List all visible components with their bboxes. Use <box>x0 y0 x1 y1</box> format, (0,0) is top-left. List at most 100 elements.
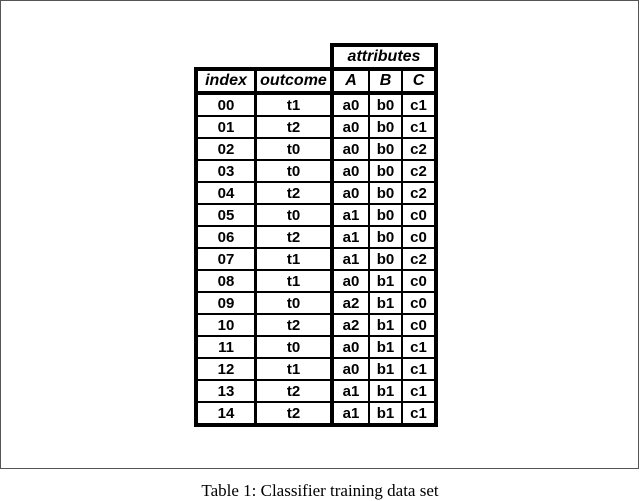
outcome-cell: t0 <box>254 137 333 161</box>
outcome-cell: t2 <box>254 401 333 427</box>
b-cell: b0 <box>368 92 403 117</box>
index-cell: 00 <box>194 92 257 117</box>
outcome-cell: t1 <box>254 269 333 293</box>
b-cell: b1 <box>368 335 403 359</box>
b-cell: b0 <box>368 225 403 249</box>
figure-frame <box>0 0 639 469</box>
outcome-cell: t2 <box>254 181 333 205</box>
c-cell: c1 <box>401 379 438 403</box>
a-cell: a0 <box>330 269 370 293</box>
table-row: 07 t1 a1 b0 c2 <box>194 247 438 271</box>
a-cell: a0 <box>330 159 370 183</box>
index-cell: 04 <box>194 181 257 205</box>
index-cell: 05 <box>194 203 257 227</box>
b-cell: b0 <box>368 137 403 161</box>
c-cell: c1 <box>401 115 438 139</box>
column-header-outcome: outcome <box>254 67 333 95</box>
outcome-cell: t1 <box>254 247 333 271</box>
a-cell: a0 <box>330 137 370 161</box>
attributes-group-header: attributes <box>330 43 438 70</box>
b-cell: b1 <box>368 313 403 337</box>
b-cell: b0 <box>368 203 403 227</box>
c-cell: c2 <box>401 159 438 183</box>
outcome-cell: t2 <box>254 225 333 249</box>
a-cell: a1 <box>330 379 370 403</box>
b-cell: b1 <box>368 269 403 293</box>
b-cell: b1 <box>368 379 403 403</box>
index-cell: 09 <box>194 291 257 315</box>
index-cell: 07 <box>194 247 257 271</box>
outcome-cell: t2 <box>254 379 333 403</box>
a-cell: a1 <box>330 203 370 227</box>
table-caption: Table 1: Classifier training data set <box>201 481 439 500</box>
a-cell: a2 <box>330 291 370 315</box>
index-cell: 02 <box>194 137 257 161</box>
table-row: 08 t1 a0 b1 c0 <box>194 269 438 293</box>
b-cell: b0 <box>368 115 403 139</box>
a-cell: a1 <box>330 247 370 271</box>
empty-corner <box>196 45 332 69</box>
c-cell: c1 <box>401 335 438 359</box>
b-cell: b0 <box>368 247 403 271</box>
a-cell: a0 <box>330 115 370 139</box>
table-row: 10 t2 a2 b1 c0 <box>194 313 438 337</box>
b-cell: b0 <box>368 181 403 205</box>
c-cell: c0 <box>401 291 438 315</box>
c-cell: c0 <box>401 269 438 293</box>
b-cell: b1 <box>368 357 403 381</box>
a-cell: a1 <box>330 225 370 249</box>
c-cell: c0 <box>401 313 438 337</box>
table-row: 14 t2 a1 b1 c1 <box>194 401 438 427</box>
c-cell: c2 <box>401 247 438 271</box>
outcome-cell: t0 <box>254 335 333 359</box>
index-cell: 11 <box>194 335 257 359</box>
table-body: 00 t1 a0 b0 c1 01 t2 a0 b0 c1 02 t0 a0 b0 c2 03 t0 a0 b0 c2… <box>194 92 438 427</box>
b-cell: b1 <box>368 291 403 315</box>
c-cell: c1 <box>401 92 438 117</box>
a-cell: a0 <box>330 357 370 381</box>
table-row: 03 t0 a0 b0 c2 <box>194 159 438 183</box>
table-row: 06 t2 a1 b0 c0 <box>194 225 438 249</box>
training-data-table: attributes index outcome A B C 00 t1 a0 b0 c… <box>194 43 438 427</box>
index-cell: 10 <box>194 313 257 337</box>
table-row: 02 t0 a0 b0 c2 <box>194 137 438 161</box>
b-cell: b1 <box>368 401 403 427</box>
column-header-b: B <box>368 67 403 95</box>
c-cell: c1 <box>401 357 438 381</box>
c-cell: c0 <box>401 203 438 227</box>
a-cell: a0 <box>330 181 370 205</box>
index-cell: 14 <box>194 401 257 427</box>
outcome-cell: t0 <box>254 291 333 315</box>
table-row: 00 t1 a0 b0 c1 <box>194 92 438 117</box>
index-cell: 01 <box>194 115 257 139</box>
index-cell: 08 <box>194 269 257 293</box>
outcome-cell: t0 <box>254 203 333 227</box>
index-cell: 13 <box>194 379 257 403</box>
c-cell: c2 <box>401 181 438 205</box>
c-cell: c0 <box>401 225 438 249</box>
table-row: 01 t2 a0 b0 c1 <box>194 115 438 139</box>
table-row: 05 t0 a1 b0 c0 <box>194 203 438 227</box>
a-cell: a1 <box>330 401 370 427</box>
column-header-index: index <box>194 67 257 95</box>
index-cell: 06 <box>194 225 257 249</box>
c-cell: c1 <box>401 401 438 427</box>
a-cell: a2 <box>330 313 370 337</box>
outcome-cell: t2 <box>254 115 333 139</box>
outcome-cell: t2 <box>254 313 333 337</box>
table-row: 04 t2 a0 b0 c2 <box>194 181 438 205</box>
column-header-a: A <box>330 67 370 95</box>
a-cell: a0 <box>330 92 370 117</box>
table-row: 13 t2 a1 b1 c1 <box>194 379 438 403</box>
b-cell: b0 <box>368 159 403 183</box>
table-row: 12 t1 a0 b1 c1 <box>194 357 438 381</box>
outcome-cell: t1 <box>254 357 333 381</box>
index-cell: 03 <box>194 159 257 183</box>
table-row: 11 t0 a0 b1 c1 <box>194 335 438 359</box>
table-row: 09 t0 a2 b1 c0 <box>194 291 438 315</box>
column-header-c: C <box>401 67 438 95</box>
c-cell: c2 <box>401 137 438 161</box>
outcome-cell: t0 <box>254 159 333 183</box>
a-cell: a0 <box>330 335 370 359</box>
outcome-cell: t1 <box>254 92 333 117</box>
